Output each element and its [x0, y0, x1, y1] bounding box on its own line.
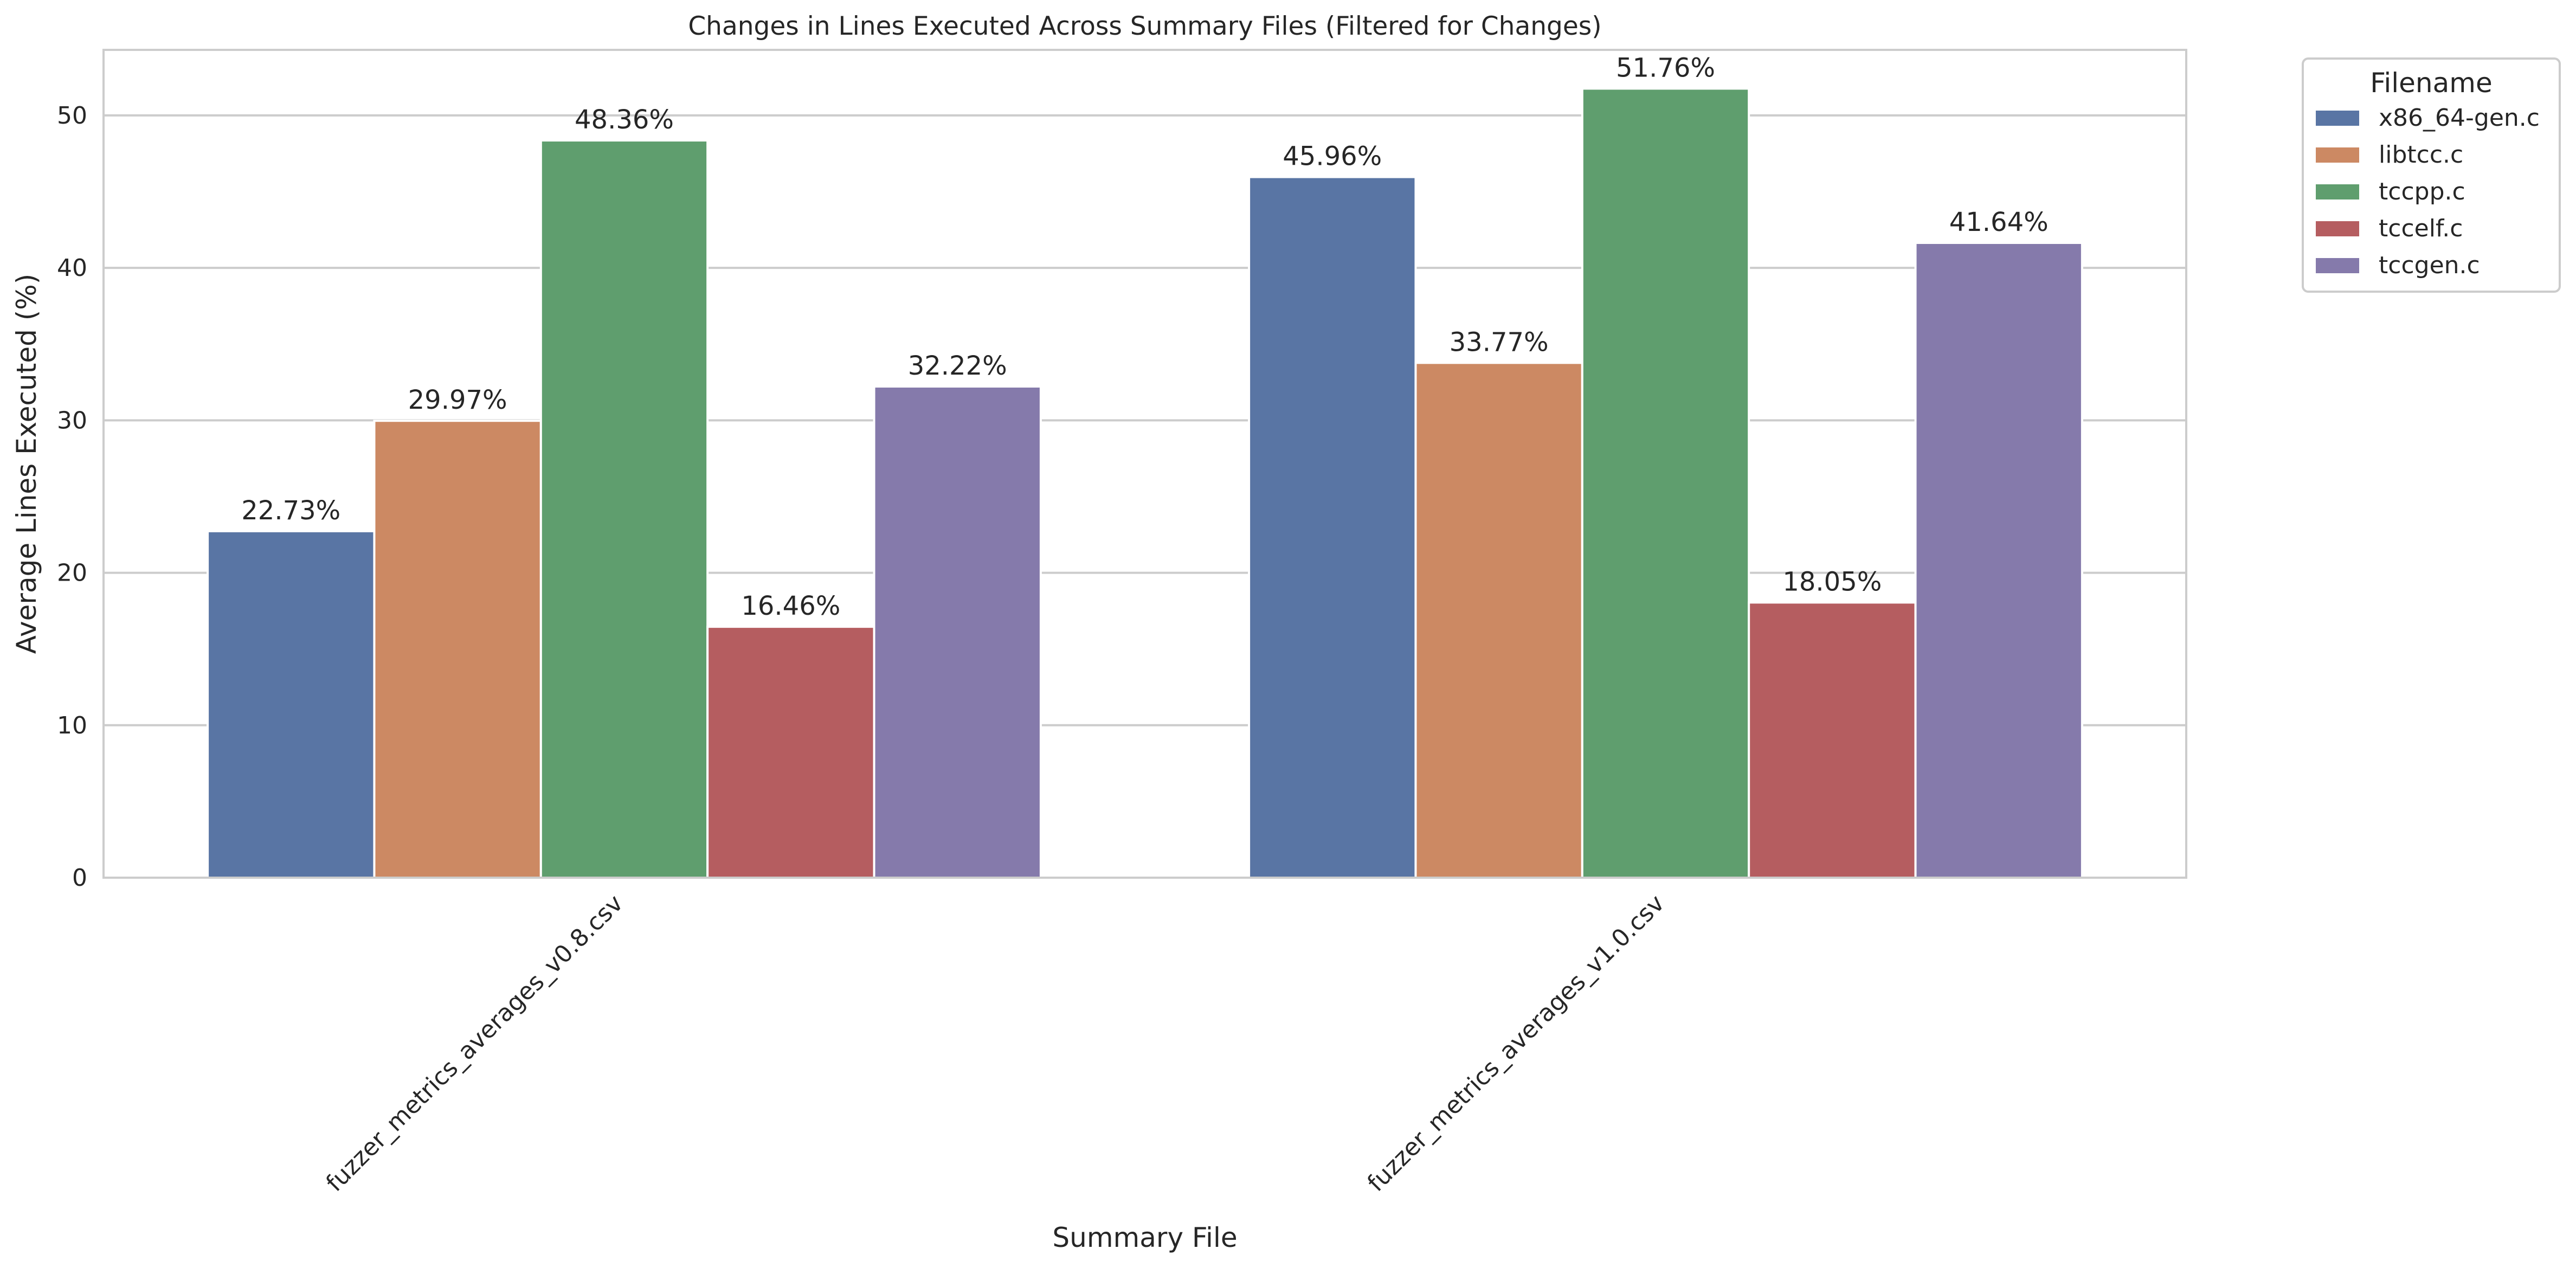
legend-entry: x86_64-gen.c: [2379, 104, 2540, 132]
bar-tccelf.c: [706, 626, 875, 879]
legend-swatch-x86_64-gen.c: [2316, 111, 2359, 126]
y-tick-label: 0: [72, 864, 87, 892]
bar-libtcc.c: [373, 420, 542, 879]
bar-x86_64-gen.c: [207, 530, 376, 879]
x-axis-label: Summary File: [1052, 1222, 1237, 1253]
legend-title: Filename: [2370, 67, 2492, 99]
legend-entry: tccgen.c: [2379, 252, 2480, 279]
bar-tccgen.c: [873, 385, 1042, 879]
chart-title: Changes in Lines Executed Across Summary…: [688, 11, 1601, 41]
bar-libtcc.c: [1414, 362, 1583, 879]
bar-value-label: 16.46%: [741, 591, 840, 621]
bar-tccpp.c: [539, 139, 709, 879]
y-axis-label: Average Lines Executed (%): [11, 274, 42, 654]
x-tick-label: fuzzer_metrics_averages_v0.8.csv: [321, 890, 628, 1197]
y-tick-label: 40: [57, 254, 87, 282]
bar-value-label: 22.73%: [241, 495, 340, 526]
bar-value-label: 32.22%: [908, 351, 1007, 381]
legend-swatch-libtcc.c: [2316, 147, 2359, 163]
y-tick-label: 10: [57, 712, 87, 739]
y-tick-label: 50: [57, 102, 87, 130]
legend-entry: libtcc.c: [2379, 141, 2463, 169]
x-tick-label: fuzzer_metrics_averages_v1.0.csv: [1362, 890, 1670, 1197]
legend-entry: tccpp.c: [2379, 178, 2465, 205]
legend-swatch-tccgen.c: [2316, 258, 2359, 273]
legend-box: [2302, 57, 2561, 293]
bar-value-label: 45.96%: [1283, 141, 1382, 172]
bar-value-label: 48.36%: [575, 105, 674, 135]
bar-value-label: 41.64%: [1949, 207, 2049, 237]
bar-tccelf.c: [1748, 601, 1917, 879]
y-tick-label: 30: [57, 407, 87, 434]
bar-value-label: 29.97%: [408, 385, 507, 415]
legend-swatch-tccpp.c: [2316, 184, 2359, 199]
bar-tccgen.c: [1914, 242, 2083, 879]
bar-value-label: 33.77%: [1450, 327, 1549, 357]
legend-entry: tccelf.c: [2379, 215, 2463, 242]
bar-x86_64-gen.c: [1248, 176, 1417, 879]
bar-tccpp.c: [1581, 87, 1750, 879]
bar-value-label: 18.05%: [1782, 567, 1882, 597]
legend-swatch-tccelf.c: [2316, 221, 2359, 236]
bar-value-label: 51.76%: [1616, 53, 1715, 83]
y-tick-label: 20: [57, 559, 87, 587]
